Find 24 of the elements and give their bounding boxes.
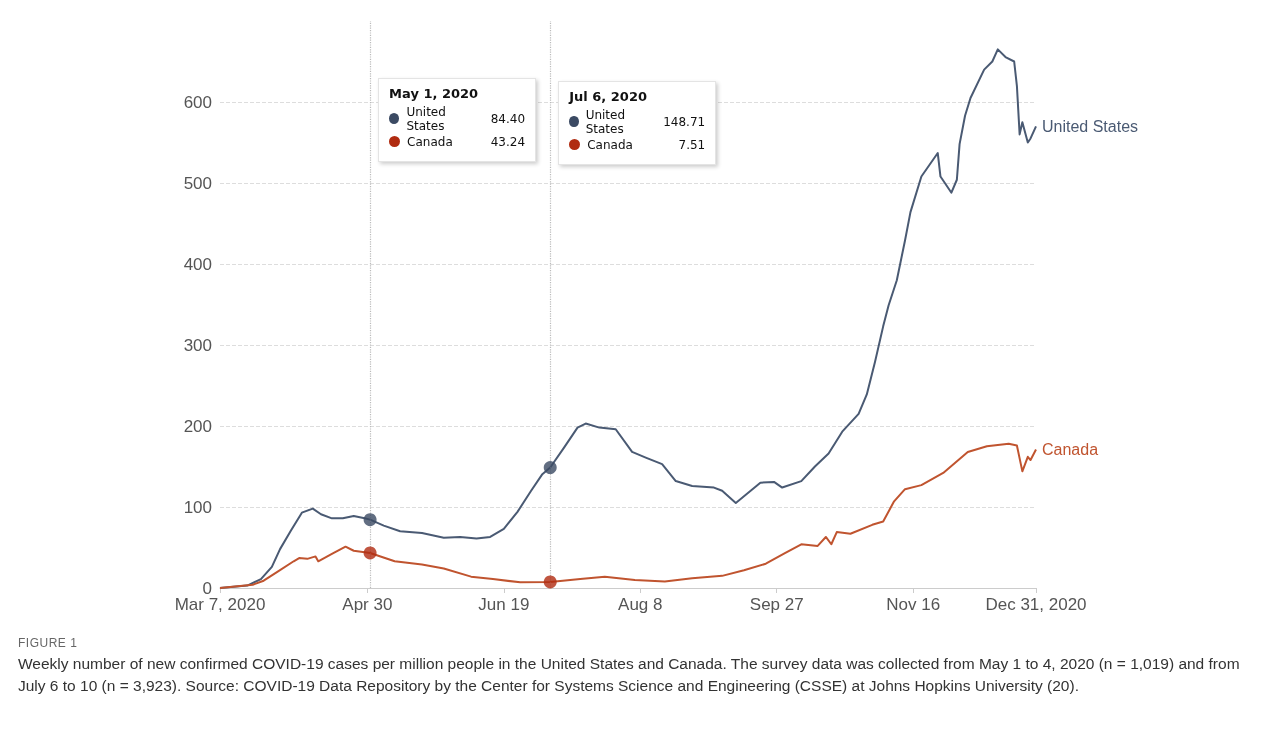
- point: [543, 575, 557, 589]
- series-label: Canada: [1042, 440, 1099, 458]
- series-label: United States: [1042, 117, 1139, 135]
- x-tick-label: Mar 7, 2020: [174, 595, 266, 614]
- x-tick-label: Aug 8: [618, 595, 663, 614]
- x-tick-label: Dec 31, 2020: [985, 595, 1087, 614]
- y-tick-label: 400: [183, 254, 212, 274]
- x-tick-label: Nov 16: [886, 595, 941, 614]
- y-tick-label: 100: [183, 497, 212, 517]
- text: Weekly number of new confirmed COVID-19 cases per million people in the United States and Canada. The survey data was collected from May 1 to 4, 2020 (n = 1,019) and from July 6 to 10 (n = 3,923). Source: COVID-19 Data Repository by the Center for Systems Science and Engineering (CSSE) at Johns Hopkins University (20).: [18, 654, 1241, 696]
- y-tick-label: 600: [183, 92, 212, 112]
- point: [363, 546, 377, 560]
- text: FIGURE 1: [18, 636, 79, 650]
- y-tick-label: 200: [183, 416, 212, 436]
- text: May 1, 2020 United States 84.40 Canada 43.24: [389, 86, 526, 149]
- x-tick-label: Apr 30: [342, 595, 393, 614]
- point: [363, 513, 377, 527]
- x-tick-label: Jun 19: [478, 595, 530, 614]
- point: [543, 461, 557, 475]
- x-tick-label: Sep 27: [749, 595, 804, 614]
- y-tick-label: 500: [183, 173, 212, 193]
- y-tick-label: 300: [183, 335, 212, 355]
- y-tick-label: 0: [202, 578, 212, 598]
- text: Jul 6, 2020 United States 148.71 Canada 7.51: [569, 89, 706, 152]
